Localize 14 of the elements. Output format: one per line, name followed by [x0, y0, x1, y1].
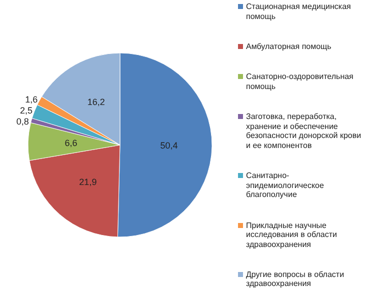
data-label: 2,5	[20, 106, 32, 116]
legend-label: Санитарно-эпидемиологическое благополучие	[246, 171, 325, 200]
legend-label: Санаторно-оздоровительная помощь	[246, 72, 354, 92]
legend-label: Прикладные научные исследования в области здравоохранения	[246, 220, 338, 250]
legend-label: Стационарная медицинская помощь	[246, 2, 352, 21]
legend-label: Другие вопросы в области здравоохранения	[246, 270, 346, 289]
legend-label: Амбулаторная помощь	[246, 42, 332, 52]
data-label: 50,4	[160, 140, 178, 151]
data-label: 16,2	[87, 97, 105, 108]
data-label: 0,8	[16, 116, 29, 127]
data-label: 1,6	[25, 94, 38, 105]
data-label: 21,9	[79, 177, 97, 188]
data-label: 6,6	[64, 138, 78, 148]
legend-label: Заготовка, переработка, хранение и обеспечение безопасности донорской крови и ее компонентов	[246, 112, 362, 150]
